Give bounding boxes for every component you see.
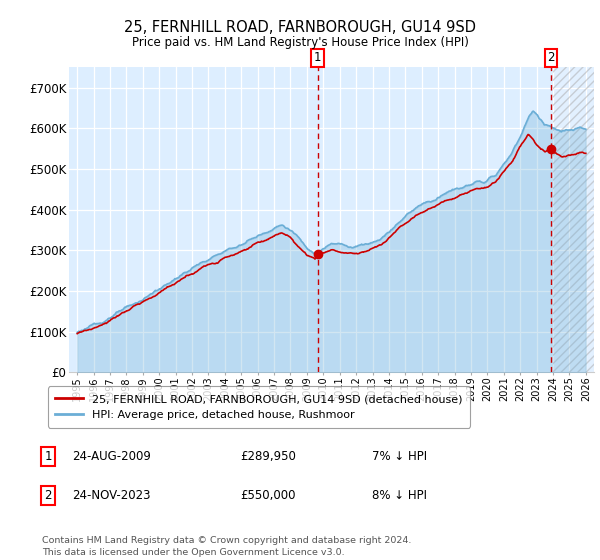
Bar [553, 67, 594, 372]
Text: £289,950: £289,950 [240, 450, 296, 463]
Legend: 25, FERNHILL ROAD, FARNBOROUGH, GU14 9SD (detached house), HPI: Average price, d: 25, FERNHILL ROAD, FARNBOROUGH, GU14 9SD… [47, 386, 470, 428]
Text: 7% ↓ HPI: 7% ↓ HPI [372, 450, 427, 463]
Text: 2: 2 [548, 51, 555, 64]
Text: £550,000: £550,000 [240, 489, 296, 502]
Text: 24-AUG-2009: 24-AUG-2009 [72, 450, 151, 463]
Text: 25, FERNHILL ROAD, FARNBOROUGH, GU14 9SD: 25, FERNHILL ROAD, FARNBOROUGH, GU14 9SD [124, 20, 476, 35]
Bar [553, 67, 594, 372]
Text: 2: 2 [44, 489, 52, 502]
Text: Contains HM Land Registry data © Crown copyright and database right 2024.
This d: Contains HM Land Registry data © Crown c… [42, 536, 412, 557]
Text: Price paid vs. HM Land Registry's House Price Index (HPI): Price paid vs. HM Land Registry's House … [131, 36, 469, 49]
Text: 1: 1 [44, 450, 52, 463]
Text: 1: 1 [314, 51, 322, 64]
Text: 8% ↓ HPI: 8% ↓ HPI [372, 489, 427, 502]
Text: 24-NOV-2023: 24-NOV-2023 [72, 489, 151, 502]
